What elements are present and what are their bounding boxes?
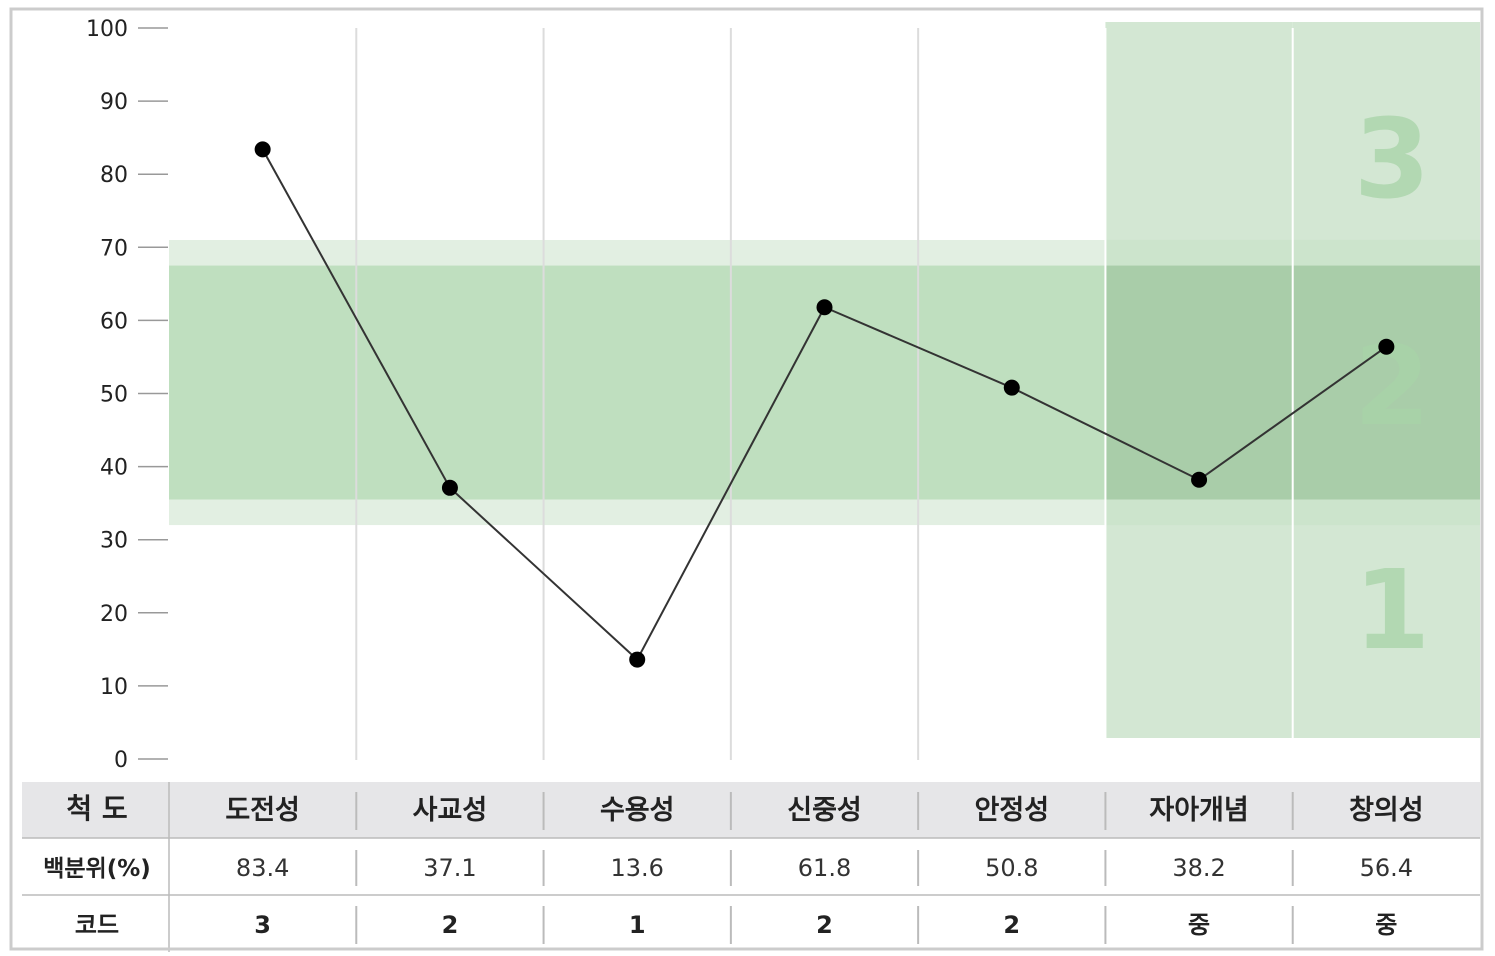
code-value-2: 1 xyxy=(629,911,646,939)
data-point-5 xyxy=(1191,471,1208,488)
y-tick-label-50: 50 xyxy=(100,383,128,408)
percentile-value-5: 38.2 xyxy=(1172,854,1225,882)
y-tick-label-100: 100 xyxy=(86,17,128,42)
percentile-value-1: 37.1 xyxy=(423,854,476,882)
percentile-value-4: 50.8 xyxy=(985,854,1038,882)
data-point-2 xyxy=(629,651,646,668)
series-line-segment-3 xyxy=(824,306,1013,389)
highlight-column-band-6 xyxy=(1292,265,1480,500)
category-header-0: 도전성 xyxy=(225,795,300,826)
percentile-value-6: 56.4 xyxy=(1360,854,1413,882)
series-line-segment-5 xyxy=(1198,345,1387,481)
table-code-label: 코드 xyxy=(75,911,119,939)
percentile-value-3: 61.8 xyxy=(798,854,851,882)
code-value-5: 중 xyxy=(1188,911,1210,939)
category-header-2: 수용성 xyxy=(600,795,675,826)
code-value-3: 2 xyxy=(816,911,833,939)
code-value-0: 3 xyxy=(254,911,271,939)
y-tick-label-20: 20 xyxy=(100,602,128,627)
table-header-label: 척 도 xyxy=(66,792,127,825)
code-value-1: 2 xyxy=(442,911,459,939)
code-value-4: 2 xyxy=(1003,911,1020,939)
zone-label-1: 1 xyxy=(1354,546,1431,674)
category-header-4: 안정성 xyxy=(975,795,1050,826)
series-line-segment-0 xyxy=(261,148,451,489)
y-tick-label-30: 30 xyxy=(100,529,128,554)
y-tick-label-0: 0 xyxy=(114,748,128,773)
series-line-segment-2 xyxy=(636,306,826,661)
series-line-segment-4 xyxy=(1011,386,1200,481)
table-percentile-label: 백분위(%) xyxy=(43,856,151,882)
highlight-column-band-5 xyxy=(1105,265,1293,500)
y-tick-label-10: 10 xyxy=(100,675,128,700)
code-value-6: 중 xyxy=(1375,911,1397,939)
category-header-5: 자아개념 xyxy=(1149,795,1248,826)
percentile-value-0: 83.4 xyxy=(236,854,289,882)
percentile-value-2: 13.6 xyxy=(610,854,663,882)
y-tick-label-70: 70 xyxy=(100,236,128,261)
data-point-0 xyxy=(254,141,271,158)
data-point-3 xyxy=(816,299,833,316)
zone-label-3: 3 xyxy=(1354,95,1431,223)
y-tick-label-90: 90 xyxy=(100,90,128,115)
series-line-segment-1 xyxy=(449,487,638,661)
chart-frame xyxy=(9,7,1484,951)
data-point-6 xyxy=(1378,338,1395,355)
y-tick-label-40: 40 xyxy=(100,456,128,481)
table-header-row xyxy=(22,782,1480,838)
category-header-6: 창의성 xyxy=(1349,795,1424,826)
data-point-4 xyxy=(1003,379,1020,396)
category-header-3: 신중성 xyxy=(787,795,862,826)
data-point-1 xyxy=(441,479,458,496)
y-tick-label-80: 80 xyxy=(100,163,128,188)
y-tick-label-60: 60 xyxy=(100,309,128,334)
category-header-1: 사교성 xyxy=(413,795,488,826)
